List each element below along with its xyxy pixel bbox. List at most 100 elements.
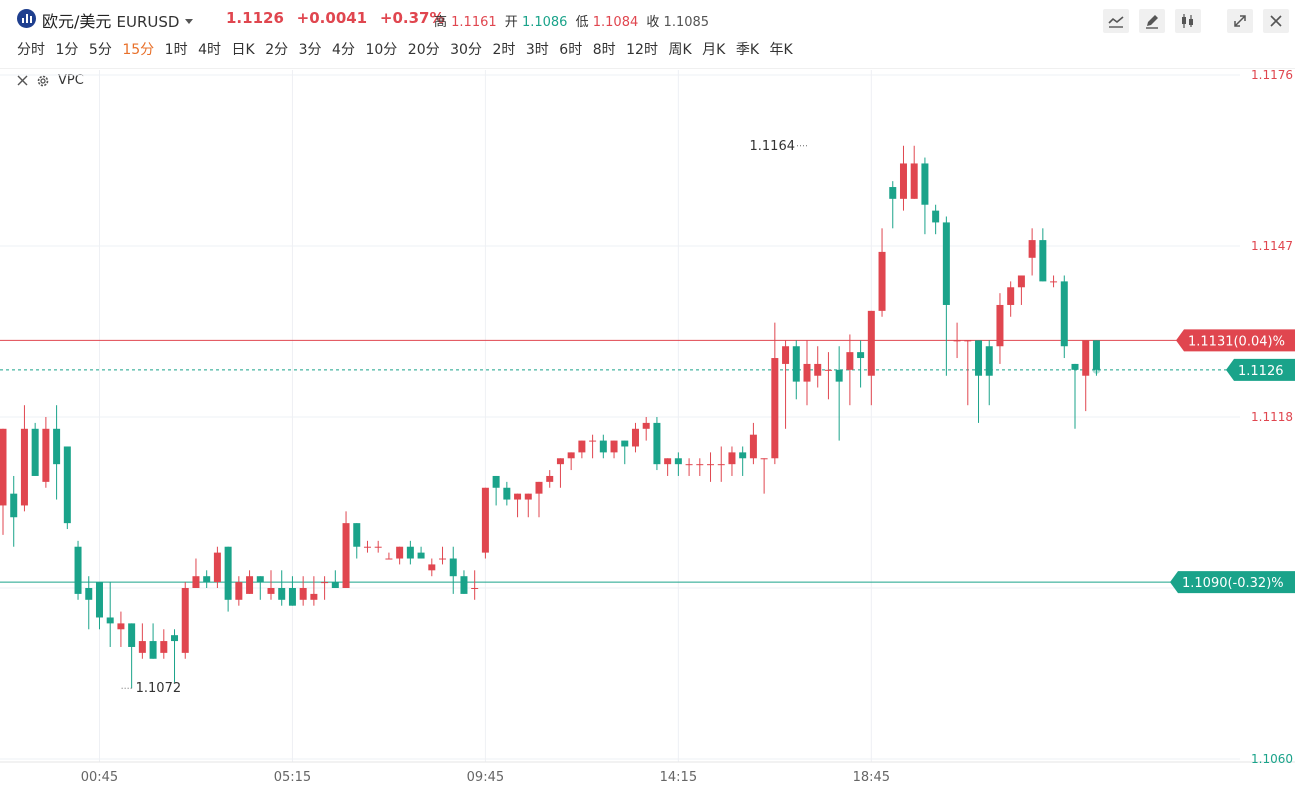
- candle-body: [782, 346, 790, 364]
- x-tick-label: 00:45: [81, 770, 118, 785]
- timeframe-17[interactable]: 12时: [626, 42, 658, 58]
- timeframe-7[interactable]: 2分: [265, 42, 289, 58]
- candle-body: [696, 464, 704, 466]
- candle-body: [846, 352, 854, 370]
- indicator-legend: VPC: [17, 73, 92, 88]
- candle-body: [149, 641, 157, 659]
- candle-body: [213, 552, 221, 583]
- header-divider: [0, 68, 1295, 69]
- high-label: 高: [434, 15, 448, 30]
- candle-body: [85, 588, 93, 600]
- candle-body: [749, 434, 757, 459]
- timeframe-8[interactable]: 3分: [298, 42, 322, 58]
- timeframe-10[interactable]: 10分: [365, 42, 398, 58]
- timeframe-6[interactable]: 日K: [231, 42, 255, 58]
- instrument-name: 欧元/美元: [42, 12, 112, 31]
- timeframe-14[interactable]: 3时: [525, 42, 549, 58]
- timeframe-4[interactable]: 1时: [164, 42, 188, 58]
- candle-body: [642, 422, 650, 429]
- candle-body: [739, 452, 747, 459]
- candle-body: [942, 222, 950, 305]
- candle-body: [953, 340, 961, 342]
- candle-body: [1060, 281, 1068, 347]
- close-button[interactable]: [1263, 9, 1289, 33]
- x-tick-label: 18:45: [853, 770, 890, 785]
- candle-body: [138, 641, 146, 653]
- line-tool-icon: [1108, 16, 1124, 28]
- candle-body: [396, 546, 404, 559]
- candle-body: [975, 340, 983, 376]
- fullscreen-icon: [1234, 15, 1246, 27]
- price-line-tag: 1.1090(-0.32)%: [1182, 576, 1284, 591]
- candle-body: [556, 458, 564, 465]
- chevron-down-icon: [185, 19, 194, 24]
- candle-body: [203, 576, 211, 583]
- timeframe-18[interactable]: 周K: [668, 42, 692, 58]
- fullscreen-button[interactable]: [1227, 9, 1253, 33]
- candle-body: [160, 641, 168, 653]
- candle-body: [707, 464, 715, 466]
- timeframe-0[interactable]: 分时: [17, 42, 45, 58]
- candle-body: [889, 187, 897, 199]
- timeframe-11[interactable]: 20分: [407, 42, 440, 58]
- chart-type-button[interactable]: [1175, 9, 1201, 33]
- candle-body: [1050, 281, 1058, 283]
- candle-body: [117, 623, 125, 630]
- timeframe-15[interactable]: 6时: [559, 42, 583, 58]
- candle-body: [610, 440, 618, 453]
- candle-body: [546, 475, 554, 482]
- line-tool-button[interactable]: [1103, 9, 1129, 33]
- timeframe-2[interactable]: 5分: [88, 42, 112, 58]
- timeframe-16[interactable]: 8时: [592, 42, 616, 58]
- timeframe-9[interactable]: 4分: [332, 42, 355, 58]
- candle-body: [256, 576, 264, 583]
- candle-body: [932, 210, 940, 223]
- candle-body: [996, 304, 1004, 347]
- candle-body: [374, 546, 382, 548]
- pen-icon: [1146, 15, 1158, 29]
- current-price-tag: 1.1126: [1238, 364, 1284, 379]
- timeframe-13[interactable]: 2时: [492, 42, 516, 58]
- timeframe-bar: 分时 1分 5分 15分 1时 4时 日K 2分 3分 4分 10分 20分 30分 2时 3时 6时 8时 12…: [17, 38, 803, 62]
- candle-body: [578, 440, 586, 453]
- chart-toolbar: [1103, 9, 1211, 33]
- candle-body: [192, 576, 200, 588]
- close-value: 1.1085: [663, 15, 710, 30]
- timeframe-1[interactable]: 1分: [55, 42, 79, 58]
- symbol-selector[interactable]: 欧元/美元 EURUSD: [42, 8, 194, 32]
- x-tick-label: 05:15: [274, 770, 311, 785]
- candle-body: [492, 475, 500, 488]
- price-change-pct: +0.37%: [379, 9, 445, 27]
- gear-icon: [37, 75, 49, 86]
- price-line-tag: 1.1131(0.04)%: [1188, 334, 1285, 349]
- timeframe-3[interactable]: 15分: [122, 42, 155, 58]
- candle-body: [771, 358, 779, 459]
- x-tick-label: 09:45: [467, 770, 504, 785]
- ohlc-stats: 高 1.1161 开 1.1086 低 1.1084 收 1.1085: [434, 11, 713, 30]
- candle-body: [42, 428, 50, 482]
- timeframe-21[interactable]: 年K: [769, 42, 793, 58]
- candle-body: [0, 428, 7, 506]
- candle-body: [1039, 240, 1047, 282]
- extreme-price-label: 1.1072: [136, 681, 182, 696]
- candle-body: [31, 428, 39, 476]
- candle-body: [621, 440, 629, 447]
- chart-logo-icon: [17, 9, 36, 28]
- candle-body: [10, 493, 18, 518]
- timeframe-20[interactable]: 季K: [735, 42, 760, 58]
- candle-body: [653, 422, 661, 465]
- candle-body: [524, 493, 532, 500]
- candle-body: [685, 464, 693, 466]
- timeframe-12[interactable]: 30分: [450, 42, 482, 58]
- timeframe-19[interactable]: 月K: [702, 42, 726, 58]
- remove-indicator-button[interactable]: [17, 75, 28, 86]
- y-tick-label: 1.1176: [1251, 68, 1293, 82]
- candle-body: [792, 346, 800, 382]
- draw-button[interactable]: [1139, 9, 1165, 33]
- candle-body: [1017, 275, 1025, 288]
- indicator-settings-button[interactable]: [36, 74, 50, 88]
- current-price-tag-bg: [1226, 358, 1295, 381]
- timeframe-5[interactable]: 4时: [198, 42, 222, 58]
- price-line-tag-bg: [1170, 571, 1295, 594]
